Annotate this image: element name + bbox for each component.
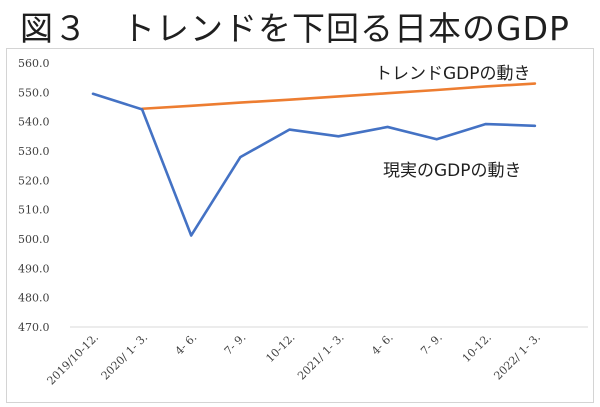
x-tick-label: 7- 9. — [222, 331, 249, 358]
x-tick-label: 10-12. — [460, 331, 494, 365]
series-annotation-trend: トレンドGDPの動き — [375, 64, 531, 84]
figure-title: 図３ トレンドを下回る日本のGDP — [20, 9, 570, 48]
y-tick-label: 520.0 — [18, 174, 50, 187]
x-tick-label: 7- 9. — [418, 331, 445, 358]
y-tick-label: 480.0 — [18, 292, 50, 305]
y-tick-label: 540.0 — [18, 116, 50, 129]
y-tick-label: 500.0 — [18, 233, 50, 246]
y-tick-label: 560.0 — [18, 57, 50, 70]
series-annotation-actual: 現実のGDPの動き — [383, 161, 522, 181]
chart-frame — [6, 48, 594, 403]
series-line-trend — [140, 82, 537, 111]
x-tick-label: 2019/10-12. — [45, 331, 102, 388]
x-tick-label: 4- 6. — [369, 331, 396, 358]
y-tick-label: 470.0 — [18, 321, 50, 334]
x-tick-label: 2022/ 1- 3. — [491, 331, 543, 383]
y-tick-label: 550.0 — [18, 86, 50, 99]
x-tick-label: 10-12. — [263, 331, 297, 365]
y-tick-label: 530.0 — [18, 145, 50, 158]
y-tick-label: 510.0 — [18, 204, 50, 217]
series-line-actual — [91, 92, 537, 237]
x-tick-label: 4- 6. — [173, 331, 200, 358]
x-tick-label: 2021/ 1- 3. — [295, 331, 347, 383]
x-tick-label: 2020/ 1- 3. — [99, 331, 151, 383]
y-tick-label: 490.0 — [18, 262, 50, 275]
